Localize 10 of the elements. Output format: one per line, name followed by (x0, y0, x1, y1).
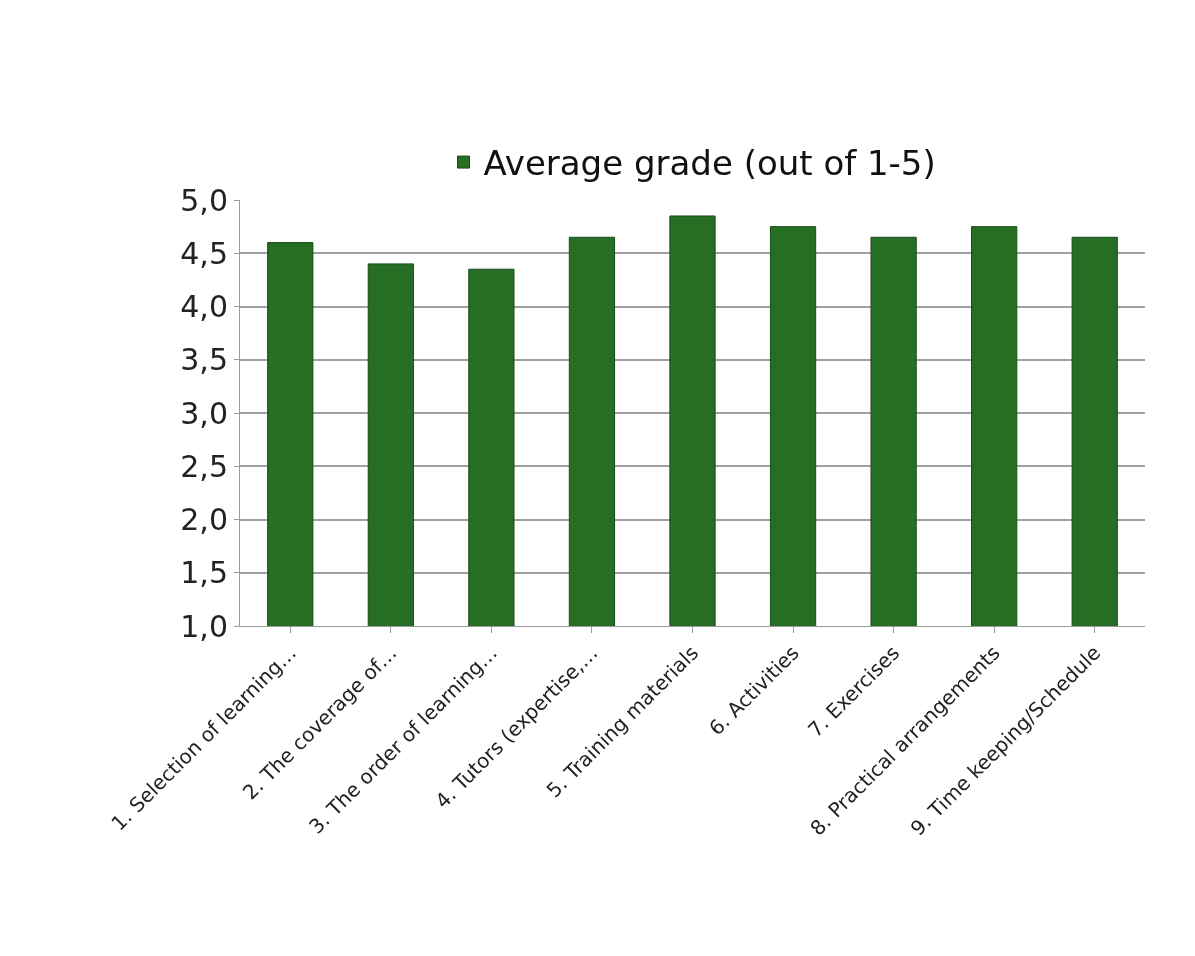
y-tick-label: 2,0 (180, 502, 228, 537)
y-tick-label: 5,0 (180, 182, 228, 218)
y-tick-label: 4,0 (180, 289, 228, 324)
y-tick-label: 2,5 (180, 448, 228, 484)
legend-label: Average grade (out of 1-5) (483, 143, 936, 184)
y-tick-label: 3,5 (180, 342, 228, 378)
y-tick-label: 1,0 (180, 608, 228, 644)
y-tick-label: 1,5 (180, 555, 228, 591)
y-tick-label: 4,5 (180, 235, 228, 271)
y-tick-label: 3,0 (180, 395, 228, 431)
